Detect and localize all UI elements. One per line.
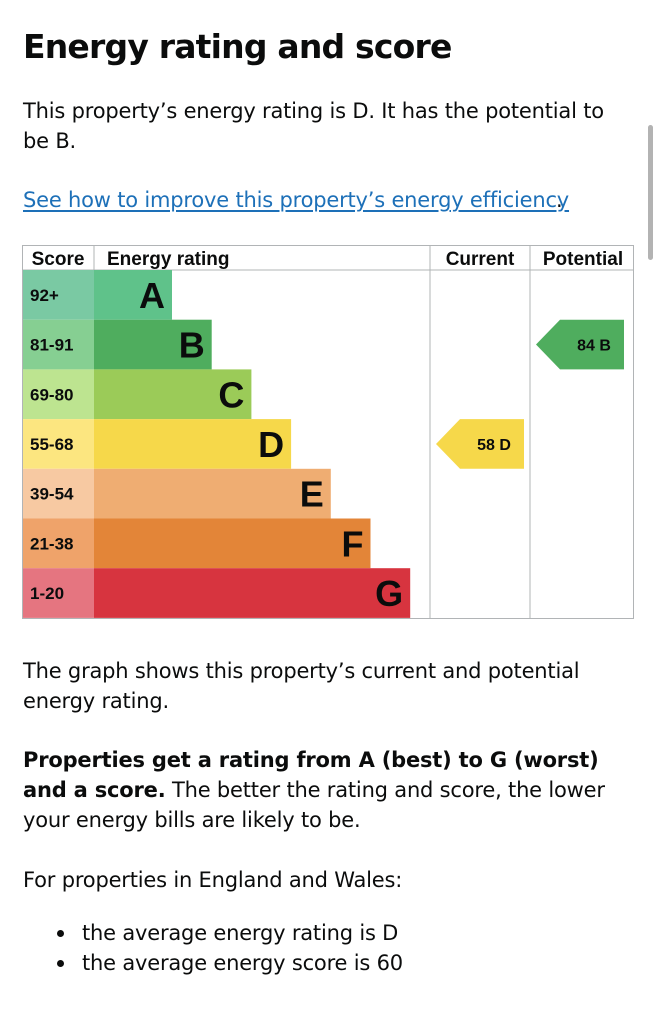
- score-range-c: 69-80: [30, 385, 73, 404]
- ratings-bold: Properties get a rating from A (best) to…: [23, 748, 599, 802]
- score-cell-a: [23, 270, 94, 320]
- rating-letter-a: A: [139, 275, 165, 316]
- energy-rating-chart: Score Energy rating Current Potential 92+ A 81…: [22, 245, 634, 619]
- current-header: Current: [446, 249, 515, 270]
- rating-bar-b: [94, 319, 212, 370]
- score-range-d: 55-68: [30, 435, 73, 454]
- score-cell-d: [23, 419, 94, 469]
- graph-description: The graph shows this property’s current …: [23, 659, 580, 713]
- potential-rating-arrow: [536, 319, 624, 370]
- region-text: For properties in England and Wales:: [23, 868, 403, 892]
- list-item: the average energy score is 60: [23, 948, 403, 978]
- rating-bar-f: [94, 518, 371, 569]
- current-rating-arrow: [436, 419, 524, 469]
- score-cell-f: [23, 518, 94, 569]
- current-rating-label: 58 D: [477, 437, 511, 454]
- improve-efficiency-link[interactable]: See how to improve this property’s energ…: [23, 188, 570, 212]
- score-range-f: 21-38: [30, 534, 73, 553]
- rating-letter-g: G: [375, 573, 403, 614]
- rating-letter-e: E: [300, 474, 324, 515]
- score-range-e: 39-54: [30, 485, 74, 504]
- score-cell-g: [23, 568, 94, 618]
- rating-bar-c: [94, 369, 252, 420]
- energy-rating-svg: Score Energy rating Current Potential 92+ A 81…: [22, 245, 634, 619]
- average-rating-text: the average energy rating is D: [82, 921, 399, 945]
- score-cell-b: [23, 319, 94, 370]
- rating-bar-e: [94, 468, 331, 519]
- averages-list: the average energy rating is D the avera…: [23, 918, 403, 978]
- score-header: Score: [32, 249, 85, 270]
- chart-frame: [22, 245, 634, 619]
- score-range-a: 92+: [30, 286, 59, 305]
- potential-header: Potential: [543, 249, 623, 270]
- score-cell-e: [23, 468, 94, 519]
- rating-letter-b: B: [179, 325, 205, 366]
- rating-bar-d: [94, 419, 292, 469]
- energy-rating-header: Energy rating: [107, 249, 229, 270]
- average-score-text: the average energy score is 60: [82, 951, 403, 975]
- scrollbar[interactable]: [648, 125, 653, 260]
- list-item: the average energy rating is D: [23, 918, 403, 948]
- link-suffix: .: [556, 188, 563, 212]
- ratings-explanation: Properties get a rating from A (best) to…: [23, 745, 643, 835]
- rating-letter-f: F: [342, 523, 364, 564]
- score-range-g: 1-20: [30, 584, 64, 603]
- bullet-icon: [57, 960, 64, 967]
- page-title: Energy rating and score: [23, 27, 452, 66]
- rating-bar-a: [94, 270, 172, 320]
- potential-rating-label: 84 B: [577, 338, 611, 355]
- intro-text: This property’s energy rating is D. It h…: [23, 99, 604, 153]
- rating-letter-c: C: [218, 374, 244, 415]
- rating-letter-d: D: [258, 424, 284, 465]
- score-cell-c: [23, 369, 94, 420]
- bullet-icon: [57, 930, 64, 937]
- rating-bar-g: [94, 568, 411, 618]
- score-range-b: 81-91: [30, 336, 73, 355]
- ratings-rest: The better the rating and score, the low…: [23, 778, 605, 832]
